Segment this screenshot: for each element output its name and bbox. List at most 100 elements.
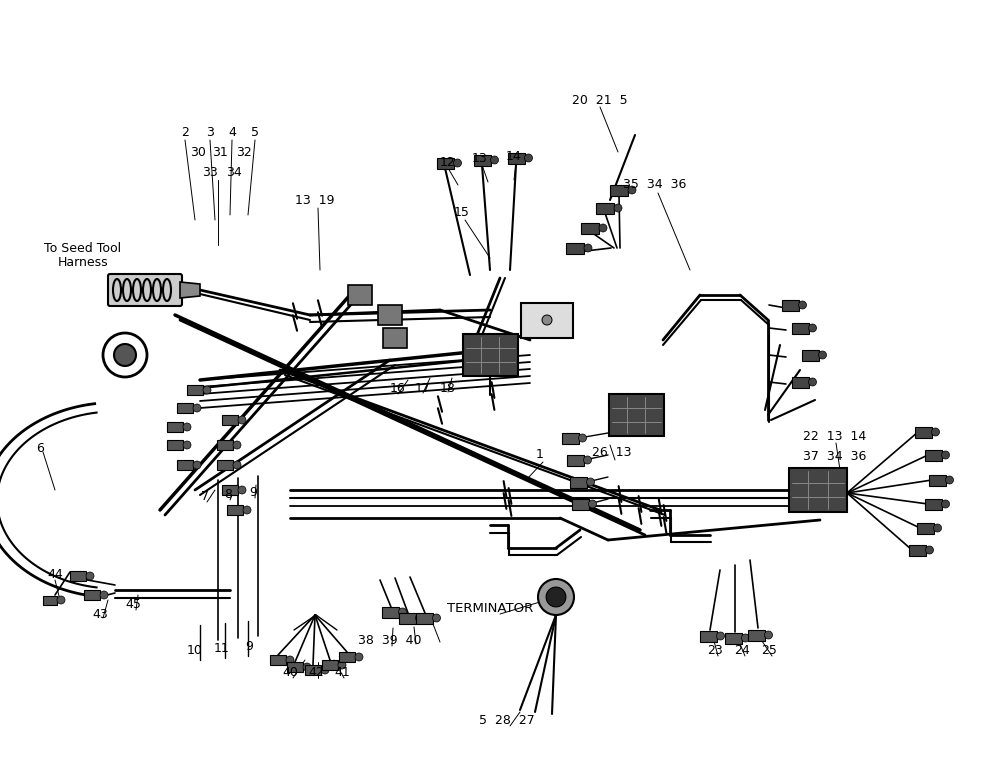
Circle shape <box>716 632 724 640</box>
Polygon shape <box>187 385 203 395</box>
Polygon shape <box>566 455 584 465</box>
Text: 2: 2 <box>181 127 189 140</box>
Text: 41: 41 <box>334 666 350 678</box>
Polygon shape <box>724 633 742 644</box>
Circle shape <box>398 608 406 616</box>
Text: 22  13  14: 22 13 14 <box>803 431 867 443</box>
Text: 17: 17 <box>415 382 431 395</box>
Polygon shape <box>217 440 233 450</box>
Text: 13  19: 13 19 <box>295 194 335 207</box>
Text: 9: 9 <box>245 640 253 653</box>
Text: 34: 34 <box>226 167 242 180</box>
Text: 32: 32 <box>236 147 252 160</box>
Polygon shape <box>177 460 193 470</box>
Polygon shape <box>570 476 586 488</box>
Circle shape <box>193 404 201 412</box>
Circle shape <box>355 653 363 661</box>
Polygon shape <box>167 440 183 450</box>
Circle shape <box>546 587 566 607</box>
Text: 9: 9 <box>249 486 257 499</box>
Text: 5: 5 <box>251 127 259 140</box>
Text: 42: 42 <box>308 666 324 678</box>
Text: 20  21  5: 20 21 5 <box>572 94 628 107</box>
Polygon shape <box>474 154 490 165</box>
Circle shape <box>798 301 806 309</box>
Circle shape <box>742 634 750 642</box>
Polygon shape <box>217 460 233 470</box>
Text: 8: 8 <box>224 488 232 502</box>
Circle shape <box>86 572 94 580</box>
Circle shape <box>942 451 950 459</box>
Text: 30: 30 <box>190 147 206 160</box>
Text: 16: 16 <box>390 382 406 395</box>
Polygon shape <box>70 571 86 581</box>
Circle shape <box>926 546 934 554</box>
Circle shape <box>946 476 954 484</box>
Circle shape <box>57 596 65 604</box>
Circle shape <box>490 156 498 164</box>
Polygon shape <box>322 660 338 670</box>
Circle shape <box>614 204 622 212</box>
Circle shape <box>193 461 201 469</box>
Text: 44: 44 <box>47 568 63 581</box>
Polygon shape <box>914 426 932 438</box>
Text: 37  34  36: 37 34 36 <box>803 451 867 464</box>
Circle shape <box>628 186 636 194</box>
Polygon shape <box>521 303 573 337</box>
Polygon shape <box>792 323 808 333</box>
Polygon shape <box>348 285 372 305</box>
Circle shape <box>238 416 246 424</box>
Polygon shape <box>802 349 818 360</box>
Circle shape <box>538 579 574 615</box>
Text: To Seed Tool: To Seed Tool <box>44 241 122 254</box>
Polygon shape <box>572 498 588 509</box>
Polygon shape <box>596 203 614 214</box>
Polygon shape <box>222 485 238 495</box>
Polygon shape <box>416 613 432 624</box>
Polygon shape <box>462 334 518 376</box>
Text: 7: 7 <box>201 491 209 504</box>
Text: TERMINATOR: TERMINATOR <box>447 601 533 614</box>
Polygon shape <box>928 475 946 485</box>
Polygon shape <box>43 595 57 604</box>
Circle shape <box>183 423 191 431</box>
Polygon shape <box>270 655 286 665</box>
Circle shape <box>588 500 596 508</box>
Polygon shape <box>566 243 584 253</box>
Circle shape <box>542 315 552 325</box>
Polygon shape <box>916 522 934 534</box>
Circle shape <box>286 656 294 664</box>
Polygon shape <box>177 403 193 413</box>
Text: 24: 24 <box>734 644 750 657</box>
Circle shape <box>303 663 311 671</box>
Circle shape <box>599 224 607 232</box>
Circle shape <box>100 591 108 599</box>
Text: 14: 14 <box>506 151 522 164</box>
Polygon shape <box>305 665 321 675</box>
Polygon shape <box>924 498 942 509</box>
Polygon shape <box>167 422 183 432</box>
Circle shape <box>942 500 950 508</box>
Polygon shape <box>908 545 926 555</box>
Circle shape <box>932 428 940 436</box>
Text: 45: 45 <box>125 598 141 611</box>
Circle shape <box>578 434 586 442</box>
Text: 35  34  36: 35 34 36 <box>623 178 687 191</box>
Circle shape <box>114 344 136 366</box>
Text: Harness: Harness <box>58 257 108 270</box>
Polygon shape <box>610 184 628 196</box>
Text: 11: 11 <box>214 641 230 654</box>
Circle shape <box>238 486 246 494</box>
Text: 1: 1 <box>536 449 544 462</box>
Text: 31: 31 <box>212 147 228 160</box>
Circle shape <box>233 441 241 449</box>
Circle shape <box>524 154 532 162</box>
Circle shape <box>765 631 772 639</box>
Text: 38  39  40: 38 39 40 <box>358 634 422 647</box>
Circle shape <box>233 461 241 469</box>
Text: 26  13: 26 13 <box>592 445 632 458</box>
Text: 33: 33 <box>202 167 218 180</box>
Polygon shape <box>792 376 808 388</box>
Text: 5  28  27: 5 28 27 <box>479 713 535 727</box>
Circle shape <box>454 159 462 167</box>
